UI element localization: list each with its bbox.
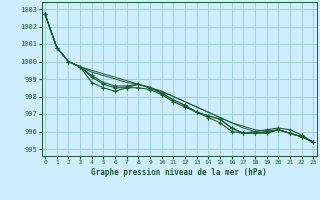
X-axis label: Graphe pression niveau de la mer (hPa): Graphe pression niveau de la mer (hPa): [91, 168, 267, 177]
